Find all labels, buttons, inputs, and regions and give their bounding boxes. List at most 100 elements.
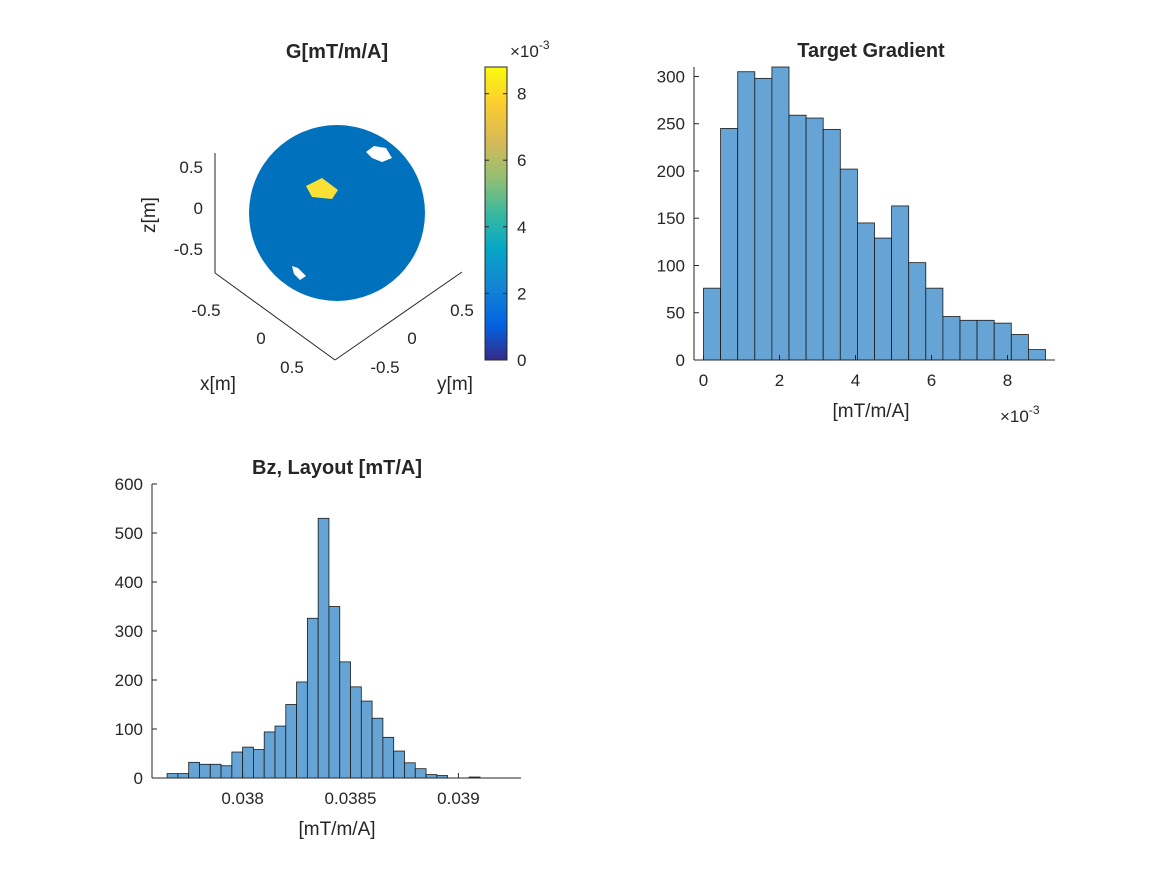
x-tick: 0.5 — [280, 358, 304, 377]
colorbar-tick-label: 4 — [517, 218, 526, 237]
x-axis-line — [214, 272, 336, 361]
target-gradient-y-tick-label: 50 — [666, 304, 685, 323]
bz-layout-y-tick-label: 200 — [115, 671, 143, 690]
target-region — [306, 178, 338, 199]
bz-layout-bar — [220, 765, 233, 779]
colorbar: 0 2 4 6 8 ×10-3 — [484, 38, 550, 370]
target-gradient-bar — [754, 77, 773, 361]
bz-layout-bar — [274, 725, 287, 779]
y-tick: 0 — [407, 329, 416, 348]
z-ticks: 0.5 0 -0.5 — [174, 158, 203, 259]
target-gradient-bar — [925, 287, 944, 361]
target-gradient-bar — [959, 319, 978, 361]
bz-layout-bar — [414, 768, 427, 779]
colorbar-tick-label: 0 — [517, 351, 526, 370]
target-gradient-y-tick-label: 100 — [657, 256, 685, 275]
x-ticks: -0.5 0 0.5 — [191, 301, 303, 377]
bz-layout-bar — [404, 762, 416, 779]
target-gradient-bar — [839, 168, 858, 361]
target-gradient-y-tick-label: 0 — [676, 351, 685, 370]
bz-layout-bar — [188, 761, 200, 779]
target-gradient-bar — [942, 316, 961, 361]
bz-layout-xlabel: [mT/m/A] — [298, 819, 375, 840]
y-axis-line — [334, 271, 463, 361]
bz-layout-bar — [393, 750, 405, 779]
bz-layout-bar — [166, 773, 179, 779]
target-gradient-y-tick-label: 150 — [657, 209, 685, 228]
bz-layout-bar — [371, 717, 384, 779]
bz-layout-bar — [253, 749, 265, 779]
hole-region — [366, 146, 392, 162]
bz-layout-bar — [231, 751, 244, 779]
sphere-surface — [249, 125, 425, 301]
hole-region — [292, 266, 306, 280]
bz-layout-y-tick-label: 500 — [115, 524, 143, 543]
colorbar-tick-label: 2 — [517, 284, 526, 303]
x-tick: 0 — [256, 329, 265, 348]
target-gradient-exponent: ×10-3 — [1000, 403, 1040, 426]
colorbar-gradient — [484, 66, 508, 361]
sphere-axes — [214, 153, 463, 361]
bz-layout-y-tick-label: 400 — [115, 573, 143, 592]
colorbar-exponent: ×10-3 — [510, 38, 550, 61]
target-gradient-y-tick-label: 250 — [657, 115, 685, 134]
target-gradient-bar — [822, 128, 841, 361]
bz-layout-bar — [263, 731, 276, 779]
target-gradient-bar — [771, 66, 790, 361]
bz-layout-bar — [285, 704, 297, 779]
bz-layout-bar — [306, 617, 319, 779]
z-tick: -0.5 — [174, 240, 203, 259]
bz-layout-title: Bz, Layout [mT/A] — [252, 457, 422, 479]
colorbar-tick-label: 6 — [517, 151, 526, 170]
target-gradient-x-tick-label: 0 — [699, 371, 708, 390]
bz-layout-y-tick-label: 300 — [115, 622, 143, 641]
z-tick: 0.5 — [179, 158, 203, 177]
target-gradient-bar — [908, 262, 927, 361]
target-gradient-y-tick-label: 200 — [657, 162, 685, 181]
target-gradient-bar — [976, 319, 995, 361]
bz-layout-bar — [317, 517, 330, 779]
sphere-panel: G[mT/m/A] 0.5 0 -0.5 -0.5 0 0.5 -0.5 0 0… — [139, 38, 550, 395]
bz-layout-bar — [382, 736, 395, 779]
bz-layout-y-tick-label: 600 — [115, 475, 143, 494]
y-axis-label: y[m] — [437, 374, 473, 395]
target-gradient-bar — [874, 237, 893, 361]
target-gradient-bar — [857, 222, 875, 361]
bz-layout-x-tick-label: 0.039 — [437, 789, 480, 808]
bz-layout-bars: 0 100 200 300 400 500 600 0.038 0.0385 0.039 — [115, 475, 521, 808]
bz-layout-bar — [425, 774, 438, 779]
x-tick: -0.5 — [191, 301, 220, 320]
z-tick: 0 — [194, 199, 203, 218]
target-gradient-x-tick-label: 8 — [1003, 371, 1012, 390]
target-gradient-bar — [1028, 349, 1046, 361]
y-tick: 0.5 — [450, 301, 474, 320]
bz-layout-bar — [339, 661, 351, 779]
bz-layout-bar — [209, 763, 222, 779]
bz-layout-y-tick-label: 100 — [115, 720, 143, 739]
colorbar-ticks: 0 2 4 6 8 — [485, 85, 526, 370]
bz-layout-bar — [242, 746, 254, 779]
target-gradient-title: Target Gradient — [797, 40, 945, 62]
target-gradient-bar — [1010, 334, 1029, 361]
y-ticks: -0.5 0 0.5 — [370, 301, 473, 377]
bz-layout-x-tick-label: 0.0385 — [325, 789, 377, 808]
target-gradient-bar — [891, 205, 910, 361]
target-gradient-bar — [788, 114, 807, 361]
target-gradient-bar — [993, 322, 1012, 361]
bz-layout-panel: Bz, Layout [mT/A] 0 100 200 300 400 500 600 0.0… — [115, 457, 521, 840]
target-gradient-xlabel: [mT/m/A] — [832, 401, 909, 422]
target-gradient-x-tick-label: 2 — [775, 371, 784, 390]
target-gradient-x-tick-label: 6 — [927, 371, 936, 390]
x-axis-label: x[m] — [200, 374, 236, 395]
bz-layout-bar — [296, 681, 308, 779]
target-gradient-bar — [737, 71, 756, 361]
target-gradient-bars: 0 50 100 150 200 250 300 0 2 4 6 8 — [657, 66, 1055, 390]
target-gradient-bar — [720, 128, 739, 361]
bz-layout-bar — [360, 700, 373, 779]
target-gradient-y-tick-label: 300 — [657, 67, 685, 86]
y-tick: -0.5 — [370, 358, 399, 377]
bz-layout-bar — [350, 686, 362, 779]
bz-layout-bar — [177, 773, 190, 779]
